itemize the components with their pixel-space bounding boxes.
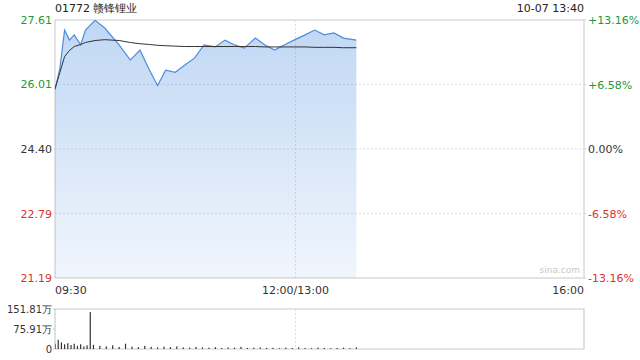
- grid-line: [295, 309, 296, 349]
- volume-bar: [189, 348, 190, 349]
- grid-line: [584, 20, 585, 278]
- volume-bar: [292, 348, 293, 349]
- volume-bar: [304, 348, 305, 349]
- volume-bar: [80, 344, 81, 349]
- y2-tick-label: -13.16%: [588, 272, 634, 285]
- volume-bar: [330, 348, 331, 349]
- volume-bar: [285, 348, 286, 349]
- volume-bar: [163, 347, 164, 349]
- volume-bar: [58, 340, 59, 349]
- x-tick-label: 12:00/13:00: [262, 284, 329, 297]
- volume-bar: [356, 347, 357, 349]
- volume-bar: [144, 346, 145, 349]
- volume-bar: [83, 346, 84, 349]
- plot-frame: [55, 20, 584, 278]
- tick: [53, 309, 55, 310]
- volume-bar: [247, 348, 248, 349]
- volume-bar: [343, 348, 344, 349]
- y-tick-label: 21.19: [21, 272, 53, 285]
- volume-bar: [195, 347, 196, 349]
- subtitle: 10-07 13:40: [517, 2, 584, 15]
- volume-bar: [170, 347, 171, 349]
- volume-bar: [311, 348, 312, 349]
- volume-area: [55, 312, 357, 349]
- price-area: [55, 20, 356, 278]
- watermark: sina.com: [540, 265, 581, 275]
- volume-bar: [74, 344, 75, 349]
- volume-bar: [208, 348, 209, 349]
- volume-bar: [260, 347, 261, 349]
- volume-bar: [221, 348, 222, 349]
- x-tick-label: 09:30: [55, 284, 87, 297]
- y2-tick-label: +13.16%: [588, 14, 639, 27]
- price-line: [55, 20, 356, 90]
- volume-bar: [151, 347, 152, 349]
- volume-bar: [119, 347, 120, 349]
- volume-bar: [317, 348, 318, 349]
- volume-bar: [106, 346, 107, 349]
- x-tick-label: 16:00: [552, 284, 584, 297]
- volume-bar: [324, 348, 325, 349]
- volume-bar: [131, 347, 132, 349]
- volume-bar: [112, 345, 113, 349]
- volume-bar: [125, 344, 126, 349]
- volume-bar: [77, 346, 78, 349]
- volume-frame: [55, 309, 584, 349]
- volume-bar: [55, 344, 56, 349]
- title: 01772 赣锋锂业: [55, 2, 138, 15]
- y2-tick-label: -6.58%: [588, 208, 627, 221]
- volume-tick-label: 0: [46, 344, 52, 355]
- volume-bar: [86, 345, 87, 349]
- volume-bar: [349, 348, 350, 349]
- plot-area: [55, 20, 356, 278]
- volume-tick-label: 151.81万: [7, 304, 52, 315]
- y-tick-label: 27.61: [21, 14, 53, 27]
- volume-bar: [61, 342, 62, 349]
- volume-bar: [157, 347, 158, 349]
- y-tick-label: 22.79: [21, 208, 53, 221]
- volume-bar: [64, 344, 65, 349]
- volume-bar: [138, 347, 139, 349]
- average-line: [55, 40, 356, 89]
- volume-bar: [202, 347, 203, 349]
- volume-bar: [234, 348, 235, 349]
- y2-tick-label: +6.58%: [588, 79, 632, 92]
- tick: [53, 328, 55, 329]
- volume-bar: [337, 348, 338, 349]
- volume-bar: [99, 346, 100, 349]
- volume-bar: [253, 348, 254, 349]
- y2-tick-label: 0.00%: [588, 143, 623, 156]
- volume-tick-label: 75.91万: [13, 324, 52, 335]
- tick: [53, 349, 55, 350]
- volume-bar: [266, 348, 267, 349]
- volume-bar: [240, 347, 241, 349]
- volume-bar: [298, 347, 299, 349]
- y-tick-label: 26.01: [21, 78, 53, 91]
- volume-bar: [70, 345, 71, 349]
- volume-bar: [215, 347, 216, 349]
- volume-bar: [279, 348, 280, 349]
- volume-bar: [272, 348, 273, 349]
- volume-bar: [90, 312, 91, 349]
- volume-bar: [176, 346, 177, 349]
- volume-bar: [93, 345, 94, 349]
- volume-bar: [228, 347, 229, 349]
- grid-line: [55, 20, 584, 21]
- volume-bar: [67, 343, 68, 349]
- y-tick-label: 24.40: [21, 143, 53, 156]
- volume-bar: [183, 347, 184, 349]
- chart: 01772 赣锋锂业 10-07 13:40 27.61 26.01 24.40 22.7…: [0, 0, 640, 360]
